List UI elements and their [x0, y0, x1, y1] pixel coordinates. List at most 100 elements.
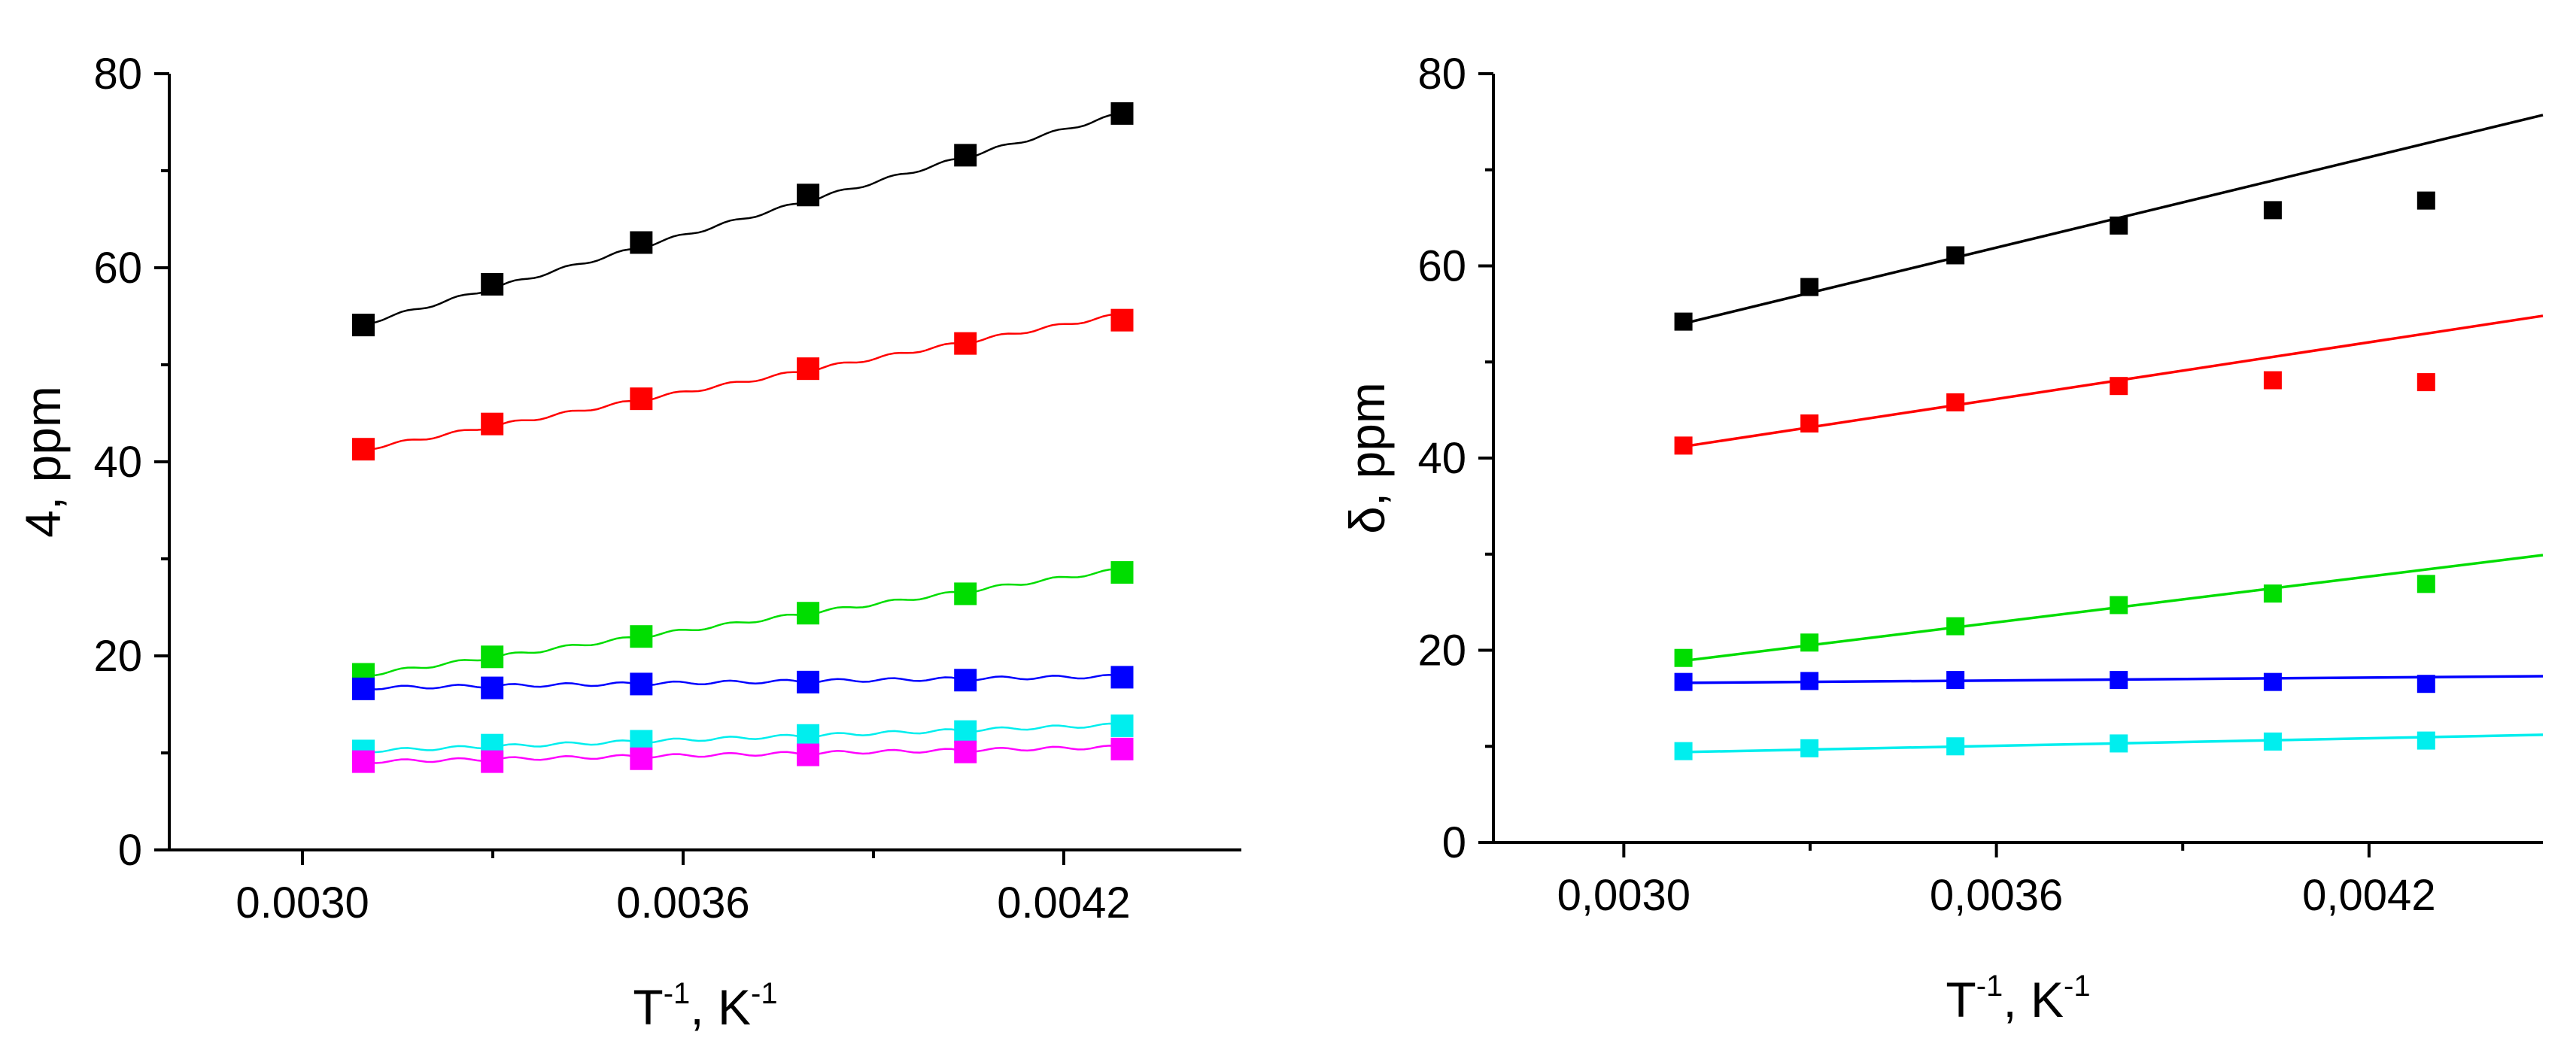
- fit-line-green: [363, 568, 1122, 677]
- data-point-cyan: [1674, 742, 1693, 760]
- y-tick-label: 20: [93, 632, 142, 681]
- data-point-red: [2417, 373, 2435, 392]
- data-point-cyan: [1800, 739, 1819, 757]
- x-tick-label: 0.0036: [616, 879, 749, 927]
- x-tick-label: 0,0042: [2302, 871, 2435, 920]
- data-point-blue: [1110, 666, 1134, 689]
- data-point-cyan: [1946, 737, 1965, 756]
- x-tick-label: 0.0030: [235, 879, 369, 927]
- data-point-blue: [1800, 672, 1819, 690]
- data-point-green: [1800, 633, 1819, 652]
- data-point-blue: [2263, 672, 2282, 691]
- data-point-green: [481, 645, 504, 669]
- data-point-red: [1800, 414, 1819, 433]
- data-point-green: [797, 602, 820, 625]
- data-point-red: [2110, 377, 2128, 396]
- data-point-black: [630, 231, 653, 254]
- data-point-black: [1110, 102, 1134, 125]
- data-point-cyan: [954, 720, 977, 743]
- data-point-blue: [2417, 675, 2435, 693]
- data-point-blue: [352, 677, 375, 700]
- fit-line-blue: [363, 673, 1122, 690]
- y-tick-label: 40: [93, 438, 142, 487]
- data-point-blue: [481, 676, 504, 700]
- data-point-red: [481, 412, 504, 436]
- fit-line-black: [363, 112, 1122, 326]
- data-point-green: [1110, 561, 1134, 584]
- data-point-green: [2110, 596, 2128, 615]
- data-point-green: [1674, 648, 1693, 667]
- data-point-magenta: [1110, 737, 1134, 760]
- data-point-red: [797, 357, 820, 381]
- data-point-cyan: [2110, 734, 2128, 753]
- data-point-blue: [630, 672, 653, 696]
- data-point-green: [2417, 575, 2435, 593]
- y-tick-label: 0: [118, 826, 142, 875]
- series-black: [352, 102, 1134, 337]
- data-point-blue: [797, 670, 820, 693]
- y-axis-title: δ, ppm: [1339, 382, 1395, 534]
- y-tick-label: 40: [1417, 434, 1466, 483]
- series-green: [1674, 554, 2544, 667]
- series-blue: [352, 666, 1134, 700]
- x-axis-title: T-1, K-1: [633, 977, 777, 1035]
- data-point-blue: [2110, 671, 2128, 690]
- series-green: [352, 561, 1134, 686]
- series-red: [1674, 314, 2544, 455]
- data-point-green: [2263, 584, 2282, 603]
- data-point-magenta: [630, 747, 653, 770]
- data-point-black: [2417, 191, 2435, 210]
- y-tick-label: 80: [93, 50, 142, 99]
- data-point-red: [2263, 371, 2282, 390]
- data-point-magenta: [481, 750, 504, 773]
- data-point-red: [352, 438, 375, 461]
- data-point-black: [797, 184, 820, 207]
- x-tick-label: 0.0042: [997, 879, 1130, 927]
- series-black: [1674, 114, 2544, 331]
- data-point-black: [954, 144, 977, 167]
- data-point-blue: [1674, 672, 1693, 691]
- data-point-green: [954, 582, 977, 605]
- series-cyan: [1674, 731, 2544, 760]
- data-point-red: [954, 332, 977, 355]
- series-magenta: [352, 737, 1134, 773]
- data-point-black: [2110, 216, 2128, 235]
- fit-line-red: [363, 313, 1122, 451]
- x-tick-label: 0,0030: [1557, 871, 1690, 920]
- data-point-black: [352, 314, 375, 337]
- y-tick-label: 0: [1442, 818, 1466, 867]
- data-point-red: [1946, 393, 1965, 411]
- data-point-cyan: [2263, 732, 2282, 751]
- data-point-red: [1110, 308, 1134, 332]
- series-blue: [1674, 671, 2544, 693]
- data-point-magenta: [352, 750, 375, 773]
- data-point-cyan: [2417, 731, 2435, 750]
- y-tick-label: 80: [1417, 50, 1466, 99]
- y-axis-title: 4, ppm: [15, 386, 71, 538]
- data-point-blue: [1946, 671, 1965, 690]
- data-point-blue: [954, 669, 977, 692]
- data-point-magenta: [797, 743, 820, 766]
- data-point-black: [1674, 312, 1693, 331]
- data-point-black: [481, 272, 504, 296]
- y-tick-label: 20: [1417, 627, 1466, 675]
- data-point-green: [1946, 617, 1965, 636]
- series-red: [352, 308, 1134, 461]
- data-point-green: [630, 625, 653, 648]
- y-tick-label: 60: [93, 244, 142, 293]
- x-tick-label: 0,0036: [1930, 871, 2063, 920]
- data-point-cyan: [1110, 714, 1134, 737]
- data-point-black: [1946, 246, 1965, 265]
- chart-panel-2: 0 20 40 60 80 0,0030 0,0036 0,0042 T-1, K-1 δ, pp…: [1339, 50, 2544, 1027]
- data-point-red: [630, 387, 653, 411]
- data-point-black: [1800, 278, 1819, 296]
- data-point-red: [1674, 436, 1693, 455]
- data-point-cyan: [797, 724, 820, 747]
- data-point-magenta: [954, 740, 977, 763]
- y-tick-label: 60: [1417, 242, 1466, 291]
- chart-panel-1: 0 20 40 60 80 0.0030 0.0036 0.0042 T-1, K-1 4, pp…: [15, 50, 1241, 1035]
- x-axis-title: T-1, K-1: [1946, 970, 2090, 1027]
- data-point-black: [2263, 201, 2282, 220]
